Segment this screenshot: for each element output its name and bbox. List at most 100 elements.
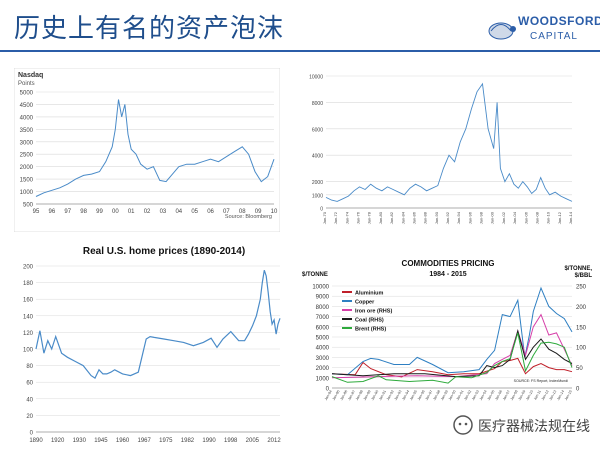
x-tick-label: Jan-90 [370, 390, 379, 402]
y-tick-label: 120 [23, 331, 34, 337]
x-tick-label: Jan-04 [512, 211, 517, 224]
chart-header: Nasdaq [18, 72, 43, 79]
home-prices-chart: Real U.S. home prices (1890-2014) 0 20 40 60… [23, 246, 281, 444]
y-tick-label: 100 [23, 348, 34, 354]
x-tick-label: 1960 [116, 438, 130, 444]
y-tick-label: 9000 [316, 295, 330, 301]
y-tick-label-right: 50 [576, 366, 583, 372]
x-tick-label: Jan-15 [564, 390, 573, 402]
y-tick-label: 60 [26, 381, 33, 387]
x-tick-label: Jan-04 [479, 390, 488, 402]
x-tick-label: Jan-08 [510, 390, 519, 402]
x-tick-label: Jan-90 [434, 211, 439, 224]
x-tick-label: Jan-94 [401, 390, 410, 402]
series-line [331, 286, 573, 376]
chart-subtitle: 1984 - 2015 [429, 271, 466, 278]
y-tick-label: 3000 [20, 140, 34, 146]
x-tick-label: Jan-98 [432, 390, 441, 402]
x-tick-label: Jan-02 [501, 211, 506, 224]
y-tick-label-right: 150 [576, 325, 587, 331]
x-tick-label: Jan-98 [479, 211, 484, 224]
y-tick-label: 4000 [20, 115, 34, 121]
y-tick-label: 6000 [316, 325, 330, 331]
x-tick-label: Jan-14 [556, 390, 565, 402]
x-tick-label: Jan-14 [568, 211, 573, 224]
y-tick-label: 8000 [316, 305, 330, 311]
y-tick-label: 7000 [316, 315, 330, 321]
y-tick-label: 500 [23, 203, 34, 209]
x-tick-label: 1920 [51, 438, 65, 444]
y-tick-label: 8000 [312, 101, 323, 107]
x-tick-label: 08 [239, 209, 246, 215]
y-tick-label: 0 [326, 387, 330, 393]
woodsford-logo: WOODSFORD CAPITAL [486, 14, 600, 48]
x-tick-label: Jan-03 [471, 390, 480, 402]
x-tick-label: 1945 [94, 438, 108, 444]
x-tick-label: 07 [223, 209, 230, 215]
x-tick-label: Jan-96 [467, 211, 472, 224]
x-tick-label: 97 [64, 209, 71, 215]
chart-frame [14, 68, 280, 232]
series-line [325, 82, 573, 202]
y-tick-label: 3000 [316, 356, 330, 362]
page-title: 历史上有名的资产泡沫 [14, 14, 285, 44]
y-tick-label: 1500 [20, 178, 34, 184]
x-tick-label: Jan-06 [494, 390, 503, 402]
series-line [35, 99, 275, 197]
x-tick-label: Jan-09 [517, 390, 526, 402]
logo-line1: WOODSFORD [518, 14, 600, 28]
series-line [35, 270, 281, 379]
y-tick-label: 20 [26, 414, 33, 420]
x-tick-label: Jan-74 [344, 211, 349, 224]
x-tick-label: Jan-97 [425, 390, 434, 402]
x-tick-label: Jan-82 [389, 211, 394, 224]
legend-entry: Coal (RHS) [355, 318, 384, 324]
y-tick-label-right: 100 [576, 346, 587, 352]
y-tick-label: 2000 [312, 180, 323, 186]
logo-line2: CAPITAL [530, 31, 578, 42]
x-tick-label: Jan-00 [448, 390, 457, 402]
x-tick-label: Jan-89 [363, 390, 372, 402]
y-tick-label: 5000 [316, 336, 330, 342]
x-tick-label: Jan-96 [417, 390, 426, 402]
y-tick-label-right: 200 [576, 305, 587, 311]
x-tick-label: Jan-91 [378, 390, 387, 402]
x-tick-label: Jan-06 [523, 211, 528, 224]
x-tick-label: 05 [191, 209, 198, 215]
x-tick-label: 1967 [138, 438, 152, 444]
y-tick-label: 200 [23, 265, 34, 271]
y-axis-label-right: $/BBL [575, 273, 593, 279]
y-tick-label: 4500 [20, 103, 34, 109]
y-tick-label: 4000 [316, 346, 330, 352]
chart-title: Real U.S. home prices (1890-2014) [83, 246, 245, 257]
nasdaq-chart: NasdaqPoints5001000150020002500300035004… [14, 68, 280, 232]
x-tick-label: 2012 [267, 438, 281, 444]
y-tick-label: 2000 [20, 165, 34, 171]
x-tick-label: Jan-87 [347, 390, 356, 402]
y-tick-label: 10000 [312, 285, 329, 291]
y-axis-label-right: $/TONNE, [564, 266, 592, 272]
x-tick-label: 02 [144, 209, 151, 215]
series-line [331, 357, 573, 378]
x-tick-label: Jan-00 [490, 211, 495, 224]
x-tick-label: Jan-95 [409, 390, 418, 402]
x-tick-label: Jan-70 [322, 211, 327, 224]
y-tick-label: 10000 [309, 75, 323, 81]
x-tick-label: 99 [96, 209, 103, 215]
x-tick-label: Jan-13 [548, 390, 557, 402]
x-tick-label: Jan-85 [332, 390, 341, 402]
y-tick-label: 3500 [20, 128, 34, 134]
x-tick-label: Jan-11 [533, 390, 542, 401]
y-axis-label: Points [18, 81, 35, 87]
x-tick-label: 1975 [159, 438, 173, 444]
y-tick-label-right: 0 [576, 387, 580, 393]
y-tick-label: 40 [26, 397, 33, 403]
x-tick-label: Jan-84 [324, 390, 333, 402]
x-tick-label: 00 [112, 209, 119, 215]
price-chart-2: 0 1000 2000 4000 6000 8000 10000 Jan-70 Jan-72 Ja… [309, 75, 573, 225]
x-tick-label: 09 [255, 209, 262, 215]
x-tick-label: 1982 [181, 438, 195, 444]
x-tick-label: 04 [175, 209, 182, 215]
y-tick-label: 1000 [20, 190, 34, 196]
x-tick-label: Jan-94 [456, 211, 461, 224]
